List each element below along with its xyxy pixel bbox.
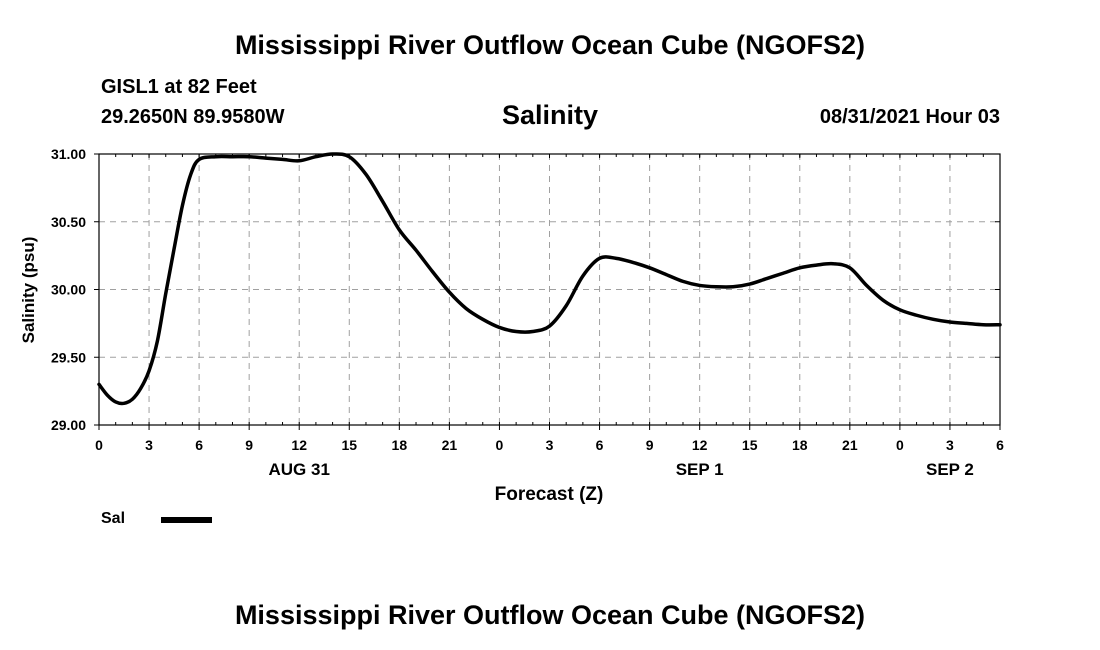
y-tick-label: 29.00	[51, 417, 86, 433]
date-label: AUG 31	[269, 460, 330, 479]
footer-title: Mississippi River Outflow Ocean Cube (NG…	[234, 600, 866, 630]
x-tick-label: 15	[341, 437, 357, 453]
x-axis-label: Forecast (Z)	[495, 484, 604, 505]
x-tick-label: 0	[496, 437, 504, 453]
x-tick-label: 0	[896, 437, 904, 453]
x-tick-label: 9	[245, 437, 253, 453]
x-tick-label: 15	[742, 437, 758, 453]
y-axis-label: Salinity (psu)	[19, 237, 38, 344]
x-tick-label: 9	[646, 437, 654, 453]
x-tick-label: 3	[946, 437, 954, 453]
grid-lines	[99, 154, 1000, 425]
date-label: SEP 1	[676, 460, 724, 479]
legend-label: Sal	[101, 510, 126, 527]
x-tick-label: 21	[842, 437, 858, 453]
x-tick-label: 12	[692, 437, 708, 453]
date-label: SEP 2	[926, 460, 974, 479]
series-layer	[97, 152, 1002, 406]
x-tick-label: 3	[546, 437, 554, 453]
y-tick-label: 31.00	[51, 146, 86, 162]
x-tick-label: 21	[442, 437, 458, 453]
series-line-sal	[97, 152, 1002, 406]
main-title: Mississippi River Outflow Ocean Cube (NG…	[234, 30, 866, 60]
x-tick-label: 6	[596, 437, 604, 453]
legend-line-swatch	[161, 517, 212, 523]
x-tick-label: 6	[195, 437, 203, 453]
y-tick-label: 30.50	[51, 214, 86, 230]
x-tick-label: 18	[392, 437, 408, 453]
x-tick-label: 0	[95, 437, 103, 453]
chart-title: Salinity	[501, 100, 599, 130]
x-tick-label: 12	[291, 437, 307, 453]
x-tick-label: 18	[792, 437, 808, 453]
station-label: GISL1 at 82 Feet	[101, 76, 257, 98]
forecast-date-hour: 08/31/2021 Hour 03	[819, 106, 1000, 128]
station-coordinates: 29.2650N 89.9580W	[101, 106, 285, 128]
x-tick-label: 6	[996, 437, 1004, 453]
axis-ticks: 0 3 6 9 12 15 18 21 0 3 6 9 12 15 18 21 0 3 6 29.00 29.50 30.…	[51, 146, 1004, 479]
y-tick-label: 30.00	[51, 282, 86, 298]
y-tick-label: 29.50	[51, 349, 86, 365]
x-tick-label: 3	[145, 437, 153, 453]
